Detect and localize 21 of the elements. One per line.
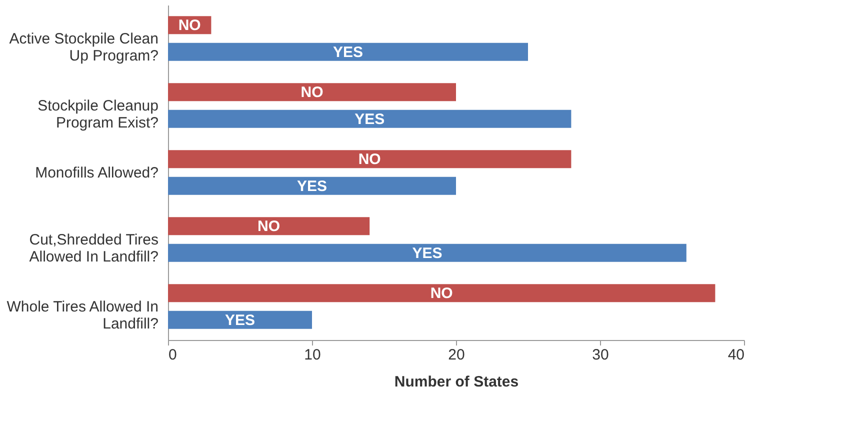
x-tick-label: 10 [304, 346, 321, 364]
x-axis-title: Number of States [394, 374, 519, 390]
y-tick-label: Stockpile Cleanup Program Exist? [38, 98, 158, 132]
x-tick-label: 0 [168, 346, 177, 364]
series-label: NO [178, 17, 202, 34]
text: YES [412, 244, 442, 262]
text: NO [300, 84, 324, 102]
x-tick-label: 40 [728, 346, 744, 364]
series-label: YES [332, 44, 364, 61]
text: NO [430, 285, 453, 302]
text: NO [358, 151, 381, 168]
text: YES [224, 312, 256, 329]
x-tick-label: 30 [592, 346, 609, 364]
y-tick-label: Cut,Shredded Tires Allowed In Landfill? [29, 232, 158, 266]
x-tick-label: 20 [448, 346, 465, 364]
y-tick-label: Whole Tires Allowed In Landfill? [6, 298, 158, 332]
text: NO [258, 218, 280, 236]
y-tick-label: Monofills Allowed? [35, 164, 158, 182]
text: YES [354, 110, 385, 128]
text: YES [296, 178, 328, 195]
y-tick-label: Active Stockpile Clean Up Program? [9, 30, 158, 64]
